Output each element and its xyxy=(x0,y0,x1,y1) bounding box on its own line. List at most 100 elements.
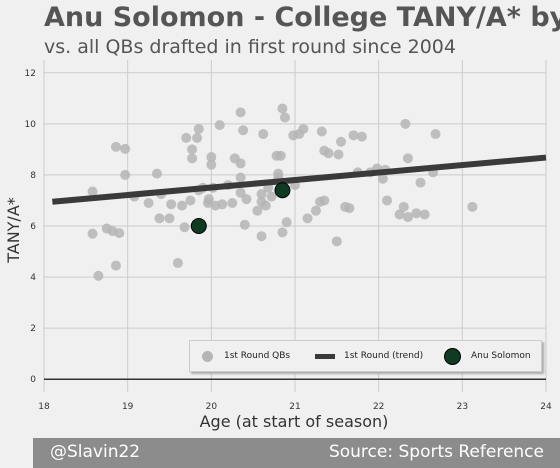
qb-point xyxy=(193,123,204,134)
qb-point xyxy=(151,168,162,179)
qb-point xyxy=(277,227,288,238)
qb-point xyxy=(235,107,246,118)
qb-point xyxy=(415,177,426,188)
qb-point xyxy=(273,168,284,179)
qb-point xyxy=(143,198,154,209)
qb-point xyxy=(256,231,267,242)
highlight-points xyxy=(190,182,291,234)
x-tick-label: 20 xyxy=(206,402,218,412)
qb-point xyxy=(179,222,190,233)
x-tick-label: 19 xyxy=(122,402,134,412)
legend-item-solomon: Anu Solomon xyxy=(444,341,531,371)
solomon-point xyxy=(274,182,291,199)
qb-point xyxy=(93,270,104,281)
x-tick-label: 22 xyxy=(373,402,384,412)
chart-subtitle: vs. all QBs drafted in first round since… xyxy=(44,36,456,58)
qb-point xyxy=(430,129,441,140)
qb-point xyxy=(187,144,198,155)
qb-point xyxy=(206,152,217,163)
qb-point xyxy=(398,201,409,212)
qb-point xyxy=(114,228,125,239)
qb-point xyxy=(348,130,359,141)
legend-label-qbs: 1st Round QBs xyxy=(224,351,291,361)
qb-point xyxy=(227,198,238,209)
qb-point xyxy=(217,199,228,210)
qb-point xyxy=(120,143,131,154)
legend-highlight-icon xyxy=(444,347,461,365)
qb-point xyxy=(235,187,246,198)
qb-point xyxy=(256,189,267,200)
footer-bar: @Slavin22 Source: Sports Reference xyxy=(33,438,560,468)
qb-point xyxy=(302,213,313,224)
qb-point xyxy=(467,201,478,212)
qb-point xyxy=(252,205,263,216)
qb-point xyxy=(206,159,217,170)
y-tick-label: 10 xyxy=(25,120,37,130)
x-tick-label: 18 xyxy=(38,402,50,412)
qb-point xyxy=(235,172,246,183)
scatter-points xyxy=(87,103,478,281)
qb-point xyxy=(356,131,367,142)
y-axis-label: TANY/A* xyxy=(4,197,23,264)
qb-point xyxy=(87,186,98,197)
qb-point xyxy=(177,200,188,211)
qb-point xyxy=(323,148,334,159)
x-tick-label: 24 xyxy=(540,402,552,412)
qb-point xyxy=(281,217,292,228)
qb-point xyxy=(333,149,344,160)
qb-point xyxy=(419,209,430,220)
qb-point xyxy=(110,260,121,271)
qb-point xyxy=(154,213,165,224)
qb-point xyxy=(181,132,192,143)
qb-point xyxy=(377,173,388,184)
qb-point xyxy=(120,169,131,180)
y-tick-label: 6 xyxy=(30,222,36,232)
chart-legend: 1st Round QBs 1st Round (trend) Anu Solo… xyxy=(189,340,542,372)
qb-point xyxy=(402,212,413,223)
qb-point xyxy=(316,126,327,137)
qb-point xyxy=(266,191,277,202)
legend-label-trend: 1st Round (trend) xyxy=(344,351,424,361)
qb-point xyxy=(260,200,271,211)
qb-point xyxy=(241,194,252,205)
legend-item-trend: 1st Round (trend) xyxy=(315,341,423,371)
qb-point xyxy=(319,195,330,206)
qb-point xyxy=(258,129,269,140)
y-tick-label: 0 xyxy=(30,375,36,385)
qb-point xyxy=(238,125,249,136)
y-tick-label: 4 xyxy=(30,273,36,283)
footer-source: Source: Sports Reference xyxy=(328,442,544,462)
legend-line-icon xyxy=(315,353,335,359)
x-tick-label: 23 xyxy=(457,402,468,412)
qb-point xyxy=(187,153,198,164)
qb-point xyxy=(166,199,177,210)
qb-point xyxy=(275,150,286,161)
footer-handle: @Slavin22 xyxy=(50,442,141,462)
solomon-point xyxy=(190,218,207,234)
qb-point xyxy=(192,132,203,143)
qb-point xyxy=(331,236,342,247)
qb-point xyxy=(344,203,355,214)
qb-point xyxy=(336,136,347,147)
qb-point xyxy=(87,228,98,239)
qb-point xyxy=(402,153,413,164)
qb-point xyxy=(239,219,250,230)
qb-point xyxy=(164,213,175,224)
qb-point xyxy=(203,194,214,205)
y-tick-label: 2 xyxy=(30,324,36,334)
qb-point xyxy=(411,208,422,219)
chart-title: Anu Solomon - College TANY/A* by Age xyxy=(44,2,560,33)
qb-point xyxy=(214,120,225,131)
qb-point xyxy=(400,118,411,129)
qb-point xyxy=(172,258,183,269)
qb-point xyxy=(382,195,393,206)
qb-point xyxy=(277,103,288,114)
legend-item-qbs: 1st Round QBs xyxy=(202,341,290,371)
qb-point xyxy=(394,209,405,220)
qb-point xyxy=(310,205,321,216)
y-tick-label: 12 xyxy=(25,69,36,79)
qb-point xyxy=(298,123,309,134)
trend-line xyxy=(52,154,547,205)
